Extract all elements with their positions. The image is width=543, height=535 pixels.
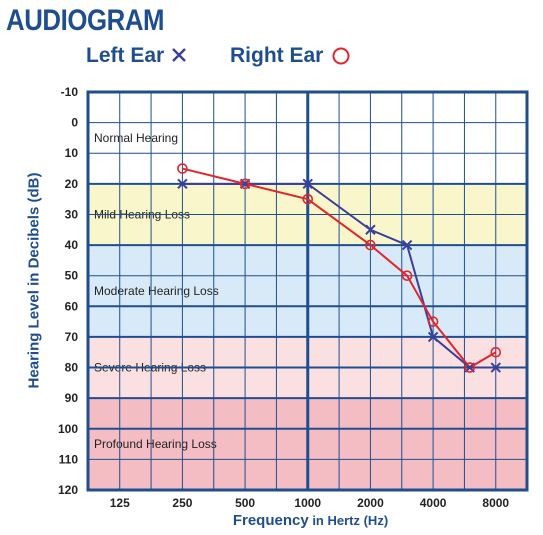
band-label: Profound Hearing Loss xyxy=(94,437,217,451)
x-tick-label: 4000 xyxy=(420,496,447,510)
x-tick-label: 1000 xyxy=(294,496,321,510)
left-ear-point xyxy=(401,239,413,251)
left-ear-point xyxy=(365,224,376,235)
left-ear-point xyxy=(490,362,501,373)
y-tick-label: 30 xyxy=(65,207,79,221)
y-tick-label: 10 xyxy=(65,146,79,160)
x-tick-label: 500 xyxy=(235,496,255,510)
y-tick-label: 20 xyxy=(65,177,79,191)
x-tick-label: 250 xyxy=(172,496,192,510)
left-ear-point xyxy=(427,331,439,343)
x-axis-label: Frequency in Hertz (Hz) xyxy=(0,512,543,529)
right-ear-point xyxy=(401,270,413,281)
y-tick-label: 70 xyxy=(65,330,79,344)
x-axis-label-main: Frequency xyxy=(232,512,309,529)
y-axis-label: Hearing Level in Decibels (dB) xyxy=(25,172,43,389)
x-axis-label-sub: in Hertz (Hz) xyxy=(308,513,389,528)
y-tick-label: 50 xyxy=(65,269,79,283)
y-tick-label: 40 xyxy=(65,238,79,252)
y-tick-label: 120 xyxy=(58,483,78,497)
circle-icon xyxy=(332,47,350,65)
right-ear-point xyxy=(464,362,476,373)
y-tick-label: 60 xyxy=(65,299,79,313)
plot-border xyxy=(86,90,529,492)
y-tick-label: 100 xyxy=(58,422,78,436)
right-ear-point xyxy=(427,316,439,327)
x-tick-label: 2000 xyxy=(357,496,384,510)
x-mark-icon xyxy=(172,48,186,62)
x-tick-label: 125 xyxy=(110,496,130,510)
left-ear-point xyxy=(302,178,313,190)
y-tick-label: 80 xyxy=(65,361,79,375)
y-tick-label: -10 xyxy=(61,85,79,99)
x-tick-label: 8000 xyxy=(482,496,509,510)
legend-right-ear-label: Right Ear xyxy=(230,44,324,67)
legend-left-ear-label: Left Ear xyxy=(86,44,165,67)
y-tick-label: 0 xyxy=(71,116,78,130)
right-ear-point xyxy=(239,178,251,190)
right-ear-point xyxy=(302,193,314,205)
series-line-left-ear xyxy=(182,182,496,369)
series-line-right-ear xyxy=(182,167,497,369)
band-label: Normal Hearing xyxy=(94,131,178,145)
right-ear-point xyxy=(365,239,376,251)
right-ear-point xyxy=(177,163,188,174)
y-tick-label: 90 xyxy=(65,391,79,405)
y-tick-label: 110 xyxy=(59,452,79,466)
page-title: AUDIOGRAM xyxy=(6,4,165,37)
right-ear-point xyxy=(490,346,502,358)
band-label: Moderate Hearing Loss xyxy=(94,284,219,298)
left-ear-point xyxy=(177,178,188,190)
